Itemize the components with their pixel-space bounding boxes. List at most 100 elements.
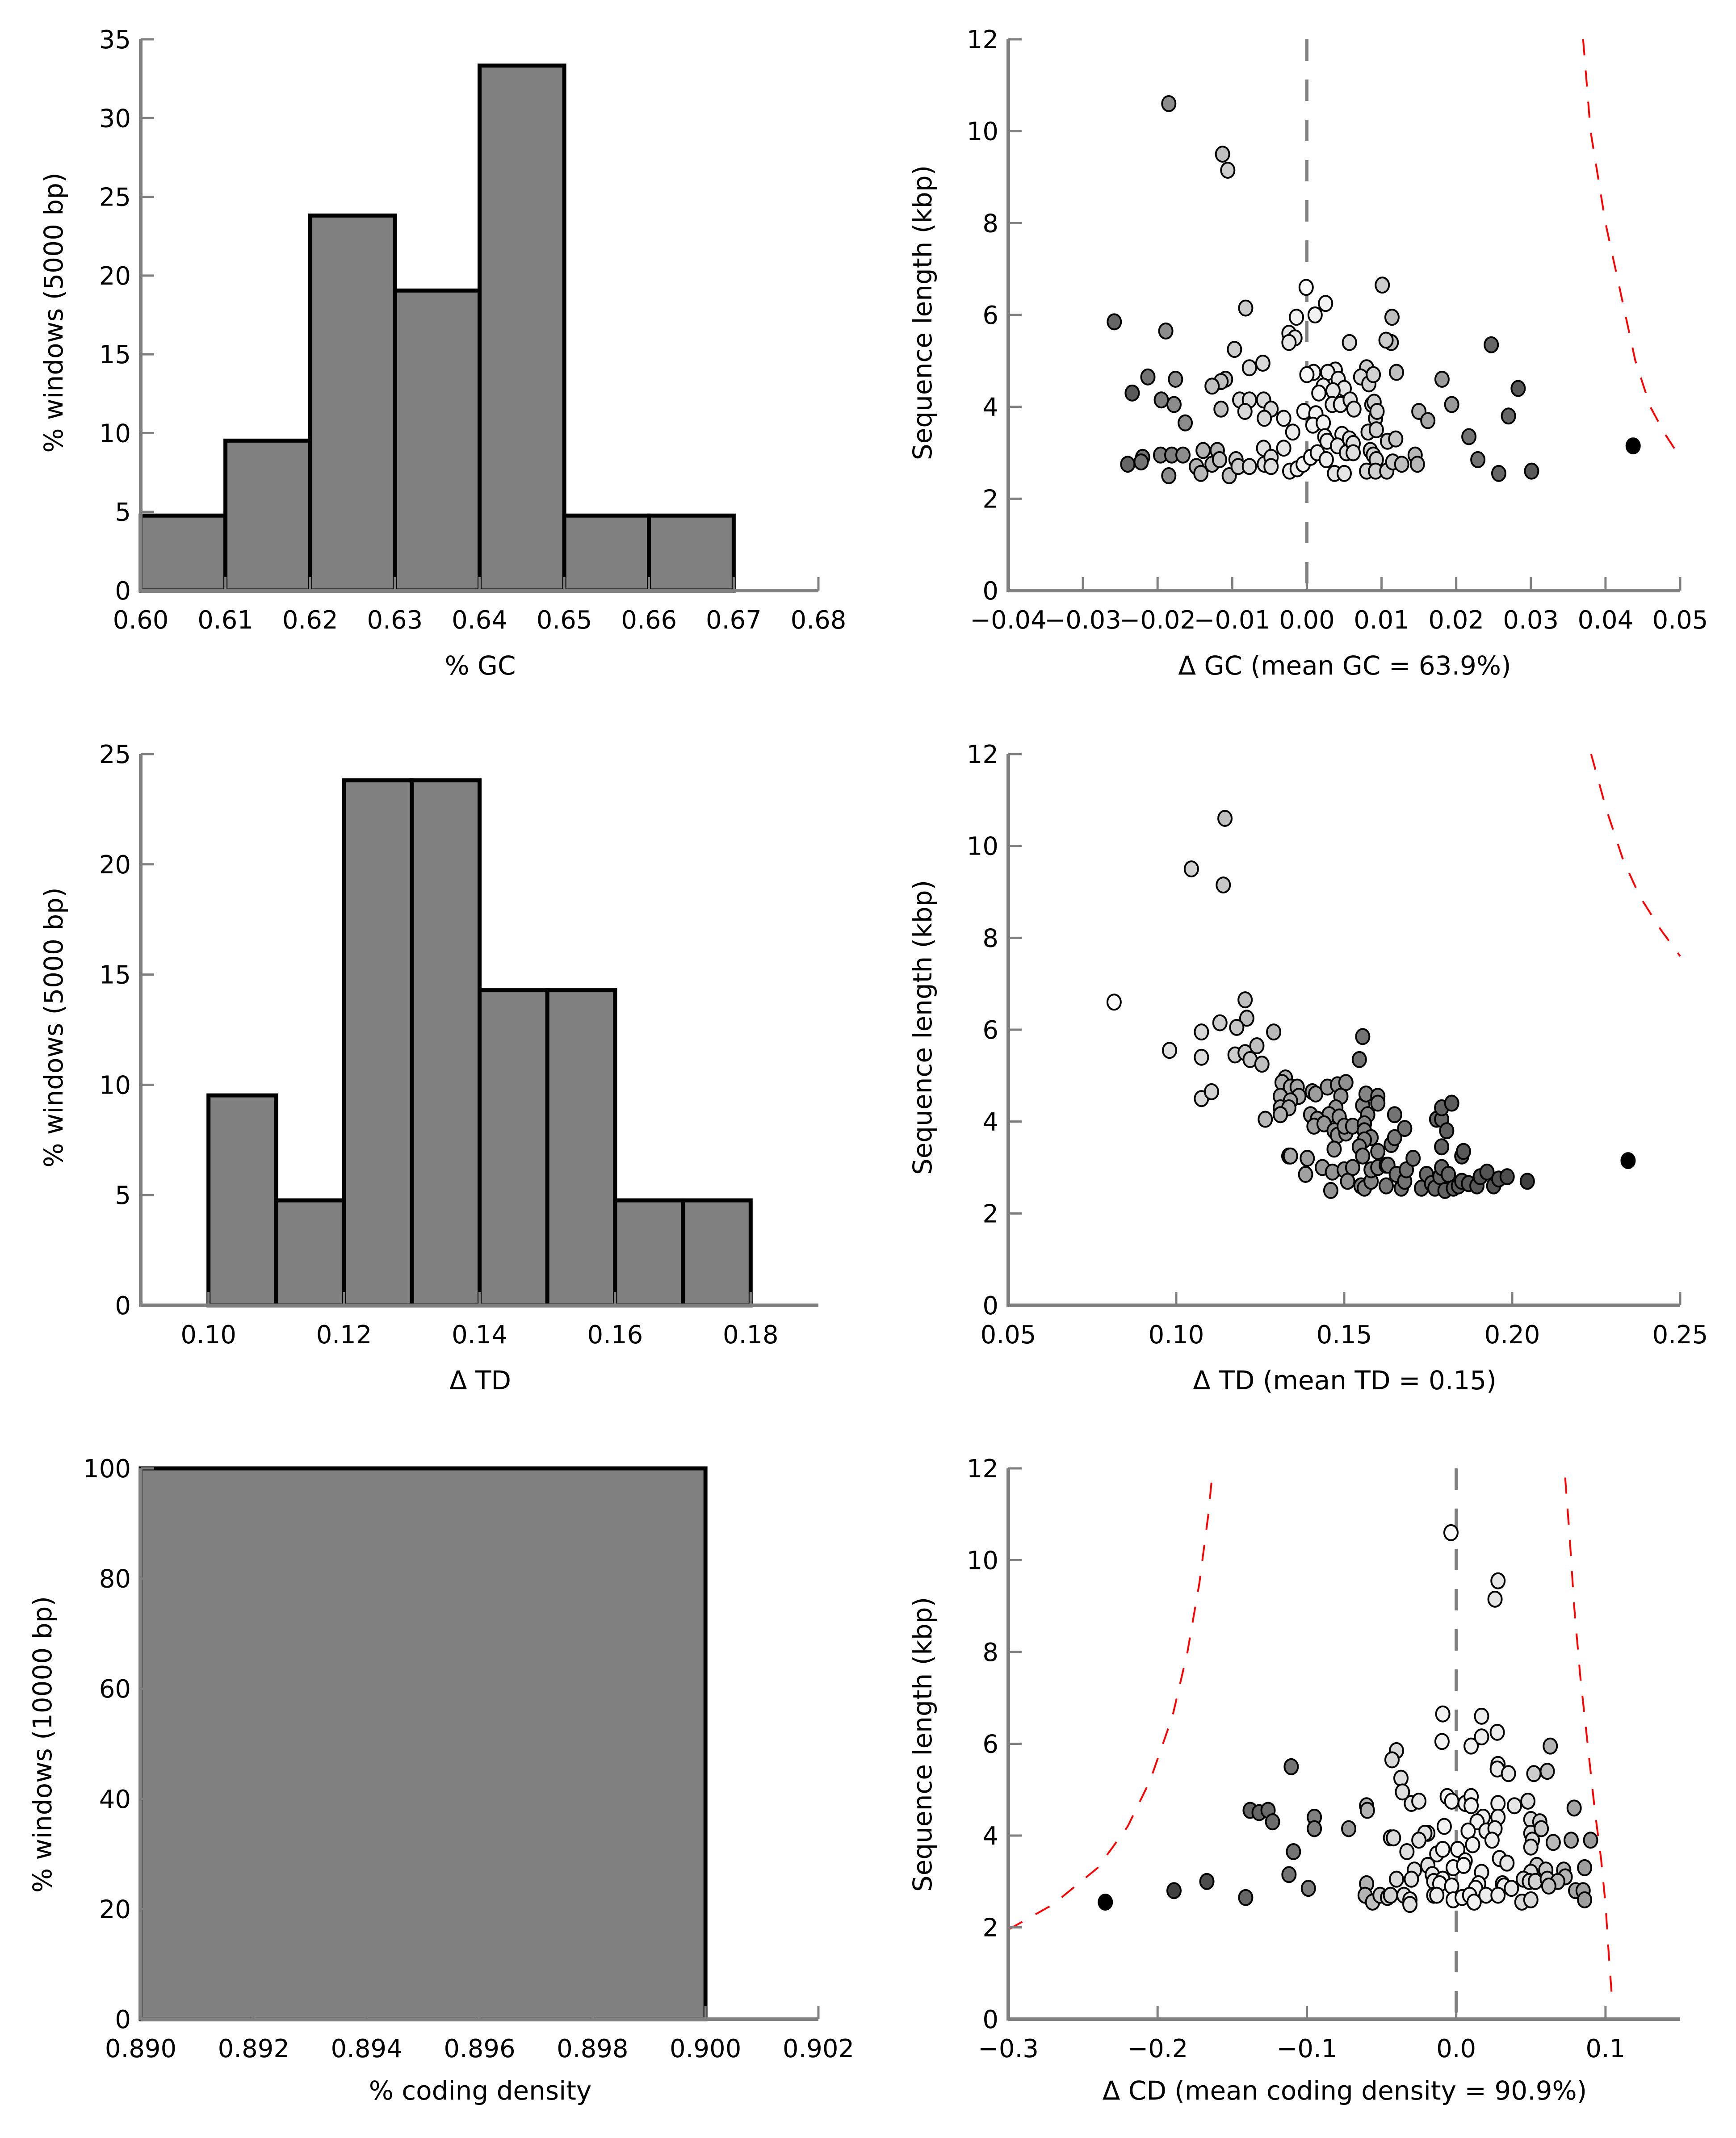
cd-hist-bar [138, 1466, 708, 2021]
cd-scatter-point [1577, 1859, 1593, 1876]
cd-scatter-point [1435, 1705, 1451, 1723]
td-scatter-threshold-curve [1590, 754, 1681, 957]
cd-scatter-point [1499, 1854, 1515, 1872]
td-hist-bar [410, 778, 482, 1308]
cd-scatter-point [1463, 1737, 1479, 1755]
td-scatter-ytick-label: 0 [982, 1291, 998, 1321]
gc-scatter-xtick-label: −0.04 [970, 606, 1047, 635]
gc-scatter-ytick-label: 12 [967, 25, 998, 54]
gc-hist-xtick-label: 0.61 [197, 606, 253, 635]
td-hist-xtick-label: 0.18 [723, 1321, 779, 1350]
cd-scatter-ylabel: Sequence length (kbp) [907, 1597, 938, 1892]
gc-scatter-point [1168, 370, 1183, 388]
gc-scatter-point [1213, 400, 1229, 418]
gc-hist-xtick-label: 0.65 [537, 606, 592, 635]
gc-scatter-point [1318, 295, 1333, 312]
gc-hist-ytick-label: 30 [99, 104, 131, 133]
td-scatter-xlabel: Δ TD (mean TD = 0.15) [1193, 1365, 1497, 1396]
td-scatter-point [1479, 1163, 1495, 1181]
gc-scatter-point [1124, 384, 1140, 402]
cd-hist-xtick-label: 0.898 [557, 2034, 628, 2063]
gc-scatter-point [1342, 334, 1357, 351]
td-scatter-point [1351, 1051, 1367, 1068]
td-scatter-point [1499, 1168, 1515, 1186]
gc-hist-ytick-label: 25 [99, 183, 131, 212]
gc-scatter-point [1388, 430, 1404, 448]
cd-scatter-point [1283, 1758, 1299, 1775]
cd-scatter-point [1484, 1832, 1500, 1849]
gc-scatter-ytick-label: 6 [982, 301, 998, 330]
cd-scatter-point [1286, 1843, 1301, 1860]
cd-hist-xtick-label: 0.902 [783, 2034, 854, 2063]
td-scatter-ytick-label: 4 [982, 1108, 998, 1137]
cd-scatter-ytick-label: 8 [982, 1638, 998, 1667]
cd-scatter-ytick-label: 4 [982, 1822, 998, 1851]
gc-hist-ytick-label: 5 [115, 498, 131, 527]
gc-scatter-point [1501, 407, 1516, 425]
td-scatter-point [1434, 1138, 1450, 1156]
gc-scatter-xtick-label: 0.03 [1503, 606, 1559, 635]
td-hist-bar [342, 778, 414, 1308]
gc-scatter-ytick-label: 4 [982, 393, 998, 422]
td-scatter-point [1216, 876, 1231, 894]
gc-scatter-xtick-label: −0.02 [1119, 606, 1196, 635]
td-scatter-ytick-label: 10 [967, 832, 998, 861]
gc-scatter-point [1140, 368, 1156, 386]
gc-scatter-point [1204, 377, 1220, 395]
cd-scatter-point [1490, 1572, 1506, 1589]
cd-scatter-point [1436, 1818, 1452, 1835]
cd-scatter-point [1583, 1832, 1598, 1849]
td-scatter-ylabel: Sequence length (kbp) [907, 880, 938, 1175]
gc-scatter-panel: Δ GC (mean GC = 63.9%) Sequence length (… [907, 25, 1708, 681]
td-scatter-point [1405, 1149, 1421, 1167]
gc-hist-bar [308, 214, 397, 593]
cd-scatter-point [1465, 1836, 1480, 1853]
gc-hist-xtick-label: 0.67 [706, 606, 762, 635]
cd-scatter-point [1386, 1829, 1401, 1847]
td-scatter-xtick-label: 0.15 [1317, 1321, 1372, 1350]
td-scatter-point [1620, 1152, 1636, 1170]
gc-scatter-ytick-label: 2 [982, 485, 998, 514]
cd-scatter-point [1444, 1792, 1459, 1810]
gc-hist-ytick-label: 20 [99, 262, 131, 291]
cd-scatter-point [1393, 1769, 1409, 1787]
gc-scatter-point [1378, 331, 1394, 349]
td-hist-xtick-label: 0.16 [587, 1321, 643, 1350]
gc-scatter-point [1316, 414, 1331, 432]
gc-scatter-point [1237, 402, 1253, 420]
gc-scatter-point [1166, 396, 1182, 413]
td-hist-xtick-label: 0.12 [316, 1321, 372, 1350]
gc-scatter-point [1409, 456, 1425, 473]
td-scatter-point [1370, 1143, 1386, 1160]
gc-scatter-point [1388, 364, 1404, 381]
gc-scatter-point [1369, 402, 1385, 420]
cd-scatter-point [1384, 1751, 1400, 1769]
cd-scatter-point [1098, 1893, 1113, 1911]
td-scatter-xtick-label: 0.10 [1149, 1321, 1204, 1350]
gc-scatter-point [1484, 336, 1499, 353]
td-scatter-ytick-label: 2 [982, 1199, 998, 1228]
cd-scatter-point [1307, 1820, 1322, 1837]
gc-hist-bar [647, 513, 736, 593]
td-scatter-point [1273, 1106, 1288, 1123]
gc-scatter-point [1276, 440, 1292, 457]
cd-scatter-point [1238, 1889, 1254, 1906]
gc-scatter-xtick-label: −0.03 [1044, 606, 1121, 635]
gc-scatter-ytick-label: 8 [982, 209, 998, 238]
cd-scatter-xtick-label: −0.1 [1276, 2034, 1337, 2063]
td-scatter-ytick-label: 12 [967, 740, 998, 769]
gc-scatter-point [1215, 146, 1230, 163]
cd-scatter-point [1466, 1893, 1482, 1911]
cd-scatter-point [1564, 1832, 1579, 1849]
gc-scatter-ylabel: Sequence length (kbp) [907, 165, 938, 460]
cd-scatter-point [1520, 1792, 1536, 1810]
gc-scatter-point [1153, 391, 1169, 409]
td-hist-ytick-label: 0 [115, 1291, 131, 1321]
cd-scatter-ytick-label: 2 [982, 1914, 998, 1943]
cd-scatter-panel: Δ CD (mean coding density = 90.9%) Seque… [907, 1455, 1680, 2106]
cd-scatter-point [1399, 1843, 1415, 1860]
gc-scatter-point [1299, 366, 1315, 383]
td-scatter-ytick-label: 8 [982, 924, 998, 953]
cd-scatter-point [1504, 1880, 1519, 1897]
gc-scatter-point [1366, 366, 1381, 383]
